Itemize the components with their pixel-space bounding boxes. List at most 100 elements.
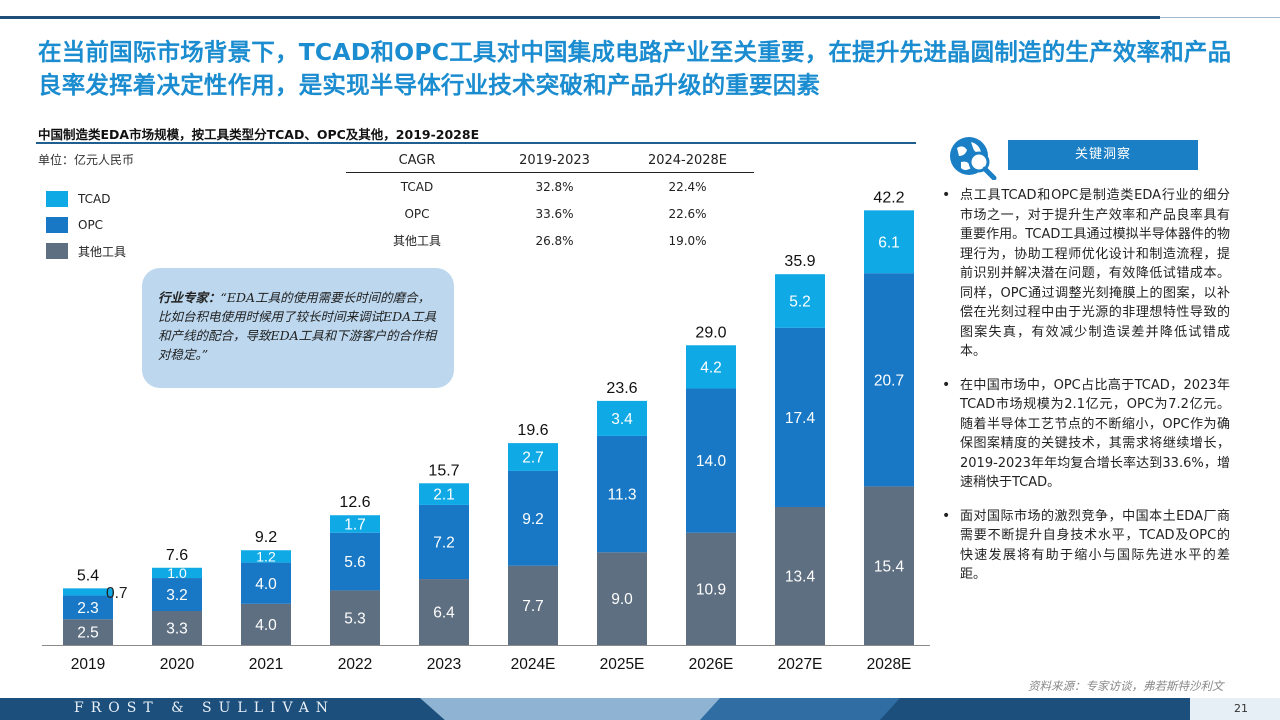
footer-decoration xyxy=(700,698,900,720)
data-label: 2.3 xyxy=(77,600,99,617)
bar-segment xyxy=(775,506,825,645)
bar-segment xyxy=(241,550,291,563)
data-label: 1.2 xyxy=(256,548,276,564)
bar-segment xyxy=(63,619,113,645)
x-tick-label: 2024E xyxy=(511,656,556,673)
bar-segment xyxy=(152,567,202,579)
insight-bullets: 点工具TCAD和OPC是制造类EDA行业的细分市场之一，对于提升生产效率和产品良… xyxy=(940,186,1230,599)
bar-segment xyxy=(63,595,113,620)
data-label: 10.9 xyxy=(696,581,726,598)
cagr-header-cell: 2019-2023 xyxy=(519,153,590,168)
bar-segment xyxy=(686,532,736,645)
bar-segment xyxy=(330,515,380,533)
page-headline: 在当前国际市场背景下，TCAD和OPC工具对中国集成电路产业至关重要，在提升先进… xyxy=(38,38,1232,99)
cagr-row-opc: OPC 33.6% 22.6% xyxy=(346,200,754,227)
unit-label: 单位：亿元人民币 xyxy=(38,153,135,167)
data-label: 15.4 xyxy=(874,558,905,575)
total-label: 29.0 xyxy=(695,324,726,341)
cagr-cell: OPC xyxy=(404,206,430,221)
legend-label-tcad: TCAD xyxy=(78,192,111,206)
bar-segment xyxy=(775,327,825,507)
total-label: 42.2 xyxy=(873,189,904,206)
top-rule xyxy=(0,16,1160,19)
legend-label-other: 其他工具 xyxy=(78,244,127,259)
callout-quote: “EDA工具的使用需要长时间的磨合，比如台积电使用时候用了较长时间来调试EDA工… xyxy=(158,290,437,362)
total-label: 35.9 xyxy=(784,253,815,270)
chart-title-rule xyxy=(36,142,916,144)
x-tick-label: 2028E xyxy=(867,656,912,673)
bar-segment xyxy=(419,579,469,645)
footer-bar: FROST & SULLIVAN 21 xyxy=(0,698,1280,720)
bar-segment xyxy=(686,388,736,533)
page-number: 21 xyxy=(1234,702,1248,715)
legend-item-opc: OPC xyxy=(46,212,126,238)
cagr-table: CAGR 2019-2023 2024-2028E TCAD 32.8% 22.… xyxy=(346,149,754,254)
bar-segment xyxy=(864,210,914,274)
x-tick-label: 2019 xyxy=(71,656,105,673)
data-label: 14.0 xyxy=(696,453,727,470)
cagr-header-cell: CAGR xyxy=(398,153,436,168)
footer-decoration xyxy=(1190,698,1280,720)
data-label: 17.4 xyxy=(785,410,816,427)
source-note: 资料来源：专家访谈，弗若斯特沙利文 xyxy=(1028,679,1224,693)
bar-segment xyxy=(152,611,202,645)
x-tick-label: 2020 xyxy=(160,656,195,673)
x-tick-label: 2027E xyxy=(778,656,823,673)
insight-bullet: 在中国市场中，OPC占比高于TCAD，2023年TCAD市场规模为2.1亿元，O… xyxy=(940,376,1230,493)
x-tick-label: 2021 xyxy=(249,656,283,673)
data-label: 7.2 xyxy=(433,535,455,552)
legend-item-tcad: TCAD xyxy=(46,186,126,212)
cagr-cell: 其他工具 xyxy=(392,234,441,248)
data-label: 5.6 xyxy=(344,554,366,571)
cagr-row-tcad: TCAD 32.8% 22.4% xyxy=(346,173,754,200)
data-label: 1.7 xyxy=(344,517,366,534)
bar-segment xyxy=(864,486,914,645)
cagr-cell: 22.4% xyxy=(668,179,707,194)
data-label: 9.0 xyxy=(611,591,633,608)
insight-bullet: 面对国际市场的激烈竞争，中国本土EDA厂商需要不断提升自身技术水平，TCAD及O… xyxy=(940,507,1230,585)
cagr-cell: TCAD xyxy=(400,179,434,194)
data-label: 1.0 xyxy=(167,565,187,581)
bar-segment xyxy=(686,345,736,389)
x-tick-label: 2022 xyxy=(338,656,372,673)
data-label: 4.0 xyxy=(255,576,277,593)
brand-wordmark: FROST & SULLIVAN xyxy=(74,700,336,716)
data-label: 9.2 xyxy=(522,511,544,528)
bar-segment xyxy=(419,483,469,505)
cagr-row-other: 其他工具 26.8% 19.0% xyxy=(346,227,754,254)
chart-title: 中国制造类EDA市场规模，按工具类型分TCAD、OPC及其他，2019-2028… xyxy=(38,127,480,142)
data-label: 3.4 xyxy=(611,411,633,428)
x-tick-label: 2025E xyxy=(600,656,645,673)
data-label: 6.4 xyxy=(433,605,455,622)
x-tick-label: 2026E xyxy=(689,656,734,673)
total-label: 23.6 xyxy=(606,380,637,397)
total-label: 19.6 xyxy=(517,422,548,439)
bar-segment xyxy=(597,400,647,436)
total-label: 5.4 xyxy=(77,567,99,584)
cagr-header-row: CAGR 2019-2023 2024-2028E xyxy=(346,149,754,173)
bar-segment xyxy=(597,552,647,645)
bar-segment xyxy=(330,590,380,645)
bar-segment xyxy=(864,273,914,487)
cagr-cell: 19.0% xyxy=(668,233,707,248)
bar-segment xyxy=(508,565,558,645)
bar-segment xyxy=(330,532,380,591)
cagr-cell: 32.8% xyxy=(535,179,574,194)
data-label: 3.3 xyxy=(166,621,188,638)
data-label: 7.7 xyxy=(522,598,544,615)
bar-segment xyxy=(241,603,291,645)
data-label: 5.2 xyxy=(789,294,811,311)
legend-item-other: 其他工具 xyxy=(46,238,126,264)
data-label: 4.0 xyxy=(255,617,277,634)
expert-quote-callout: 行业专家：“EDA工具的使用需要长时间的磨合，比如台积电使用时候用了较长时间来调… xyxy=(142,268,454,388)
data-label: 13.4 xyxy=(785,569,816,586)
data-label: 0.7 xyxy=(106,585,128,602)
bar-segment xyxy=(508,470,558,566)
total-label: 15.7 xyxy=(428,462,459,479)
data-label: 20.7 xyxy=(874,372,904,389)
legend-label-opc: OPC xyxy=(78,218,104,232)
bar-segment xyxy=(241,562,291,604)
key-insight-badge: 关键洞察 xyxy=(1008,140,1198,170)
total-label: 12.6 xyxy=(339,494,370,511)
data-label: 2.1 xyxy=(433,487,455,504)
